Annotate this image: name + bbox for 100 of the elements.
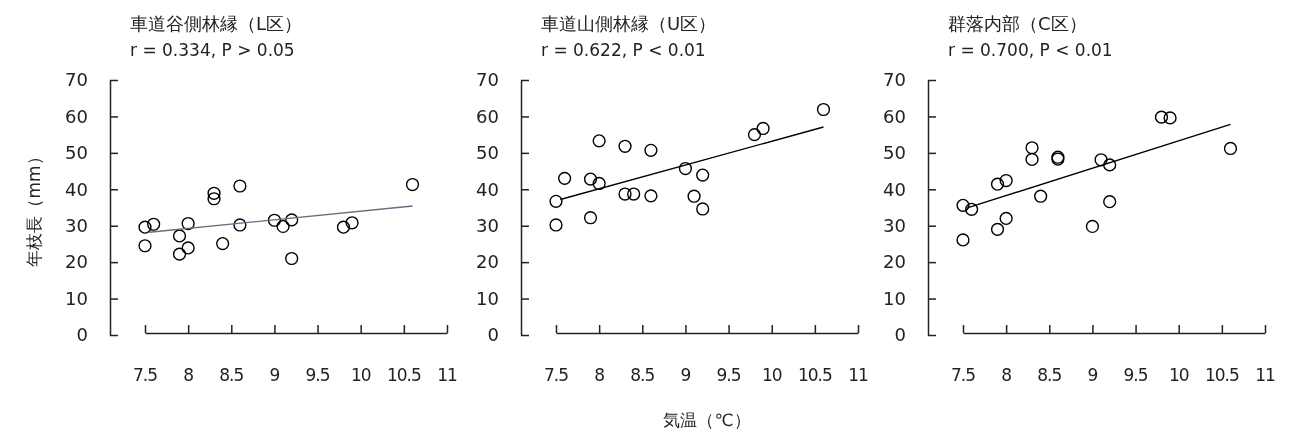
x-tick-label: 9: [680, 365, 691, 385]
point: [276, 219, 290, 234]
point: [696, 168, 710, 182]
point: [1103, 158, 1117, 172]
y-tick-label: 50: [883, 142, 906, 164]
point: [644, 143, 658, 157]
point: [285, 251, 299, 266]
chart-title: 群落内部（C区）: [948, 13, 1087, 34]
y-tick-label: 20: [65, 251, 88, 273]
x-tick-label: 8: [594, 365, 605, 385]
x-tick-label: 9: [1087, 365, 1098, 385]
x-tick-label: 11: [437, 365, 457, 385]
point: [172, 247, 187, 261]
point: [678, 161, 693, 176]
point: [1085, 219, 1100, 234]
point: [207, 186, 221, 200]
point: [181, 216, 195, 231]
y-tick-label: 70: [476, 69, 499, 91]
x-tick-label: 10: [761, 365, 782, 385]
point: [1094, 153, 1108, 167]
y-tick-label: 40: [476, 178, 499, 200]
point: [747, 128, 762, 142]
point: [990, 177, 1005, 191]
y-tick-label: 0: [76, 324, 88, 346]
x-tick-label: 8: [183, 365, 194, 385]
x-tick-label: 8.5: [630, 365, 655, 385]
point: [965, 202, 979, 216]
x-tick-label: 8: [1001, 365, 1012, 385]
point: [181, 241, 195, 255]
point: [644, 189, 658, 203]
x-tick-label: 7.5: [132, 365, 158, 385]
x-tick-label: 8.5: [1037, 365, 1062, 385]
point: [999, 173, 1013, 188]
x-tick-label: 8.5: [219, 365, 244, 385]
point: [216, 236, 230, 251]
point: [405, 177, 420, 192]
y-tick-label: 20: [476, 251, 499, 273]
point: [207, 192, 221, 206]
y-tick-label: 10: [65, 287, 88, 309]
y-tick-label: 50: [65, 142, 88, 164]
point: [1163, 111, 1177, 125]
y-tick-label: 60: [883, 105, 906, 127]
x-tick-label: 7.5: [950, 365, 976, 385]
point: [592, 176, 606, 191]
point: [233, 179, 247, 193]
y-tick-label: 20: [883, 251, 906, 273]
x-tick-label: 10.5: [797, 365, 832, 385]
point: [999, 211, 1013, 226]
point: [618, 139, 632, 153]
y-tick-label: 0: [487, 324, 499, 346]
y-tick-label: 30: [65, 215, 88, 237]
point: [956, 233, 970, 247]
x-tick-label: 9.5: [305, 365, 330, 385]
y-tick-label: 60: [476, 105, 499, 127]
y-tick-label: 30: [476, 215, 499, 237]
x-tick-label: 10: [1168, 365, 1189, 385]
x-tick-label: 7.5: [543, 365, 569, 385]
y-tick-label: 60: [65, 105, 88, 127]
x-tick-label: 9.5: [1123, 365, 1148, 385]
point: [1154, 110, 1169, 124]
x-tick-label: 10.5: [1204, 365, 1239, 385]
point: [549, 218, 563, 232]
point: [1034, 189, 1048, 203]
point: [233, 218, 247, 232]
point: [172, 229, 187, 243]
point: [687, 189, 701, 203]
chart-subtitle: r = 0.622, P < 0.01: [541, 40, 706, 60]
chart-subtitle: r = 0.700, P < 0.01: [948, 40, 1113, 60]
point: [558, 171, 572, 185]
point: [592, 134, 606, 148]
y-axis-title: 年枝長（mm）: [24, 148, 44, 267]
point: [618, 187, 632, 201]
x-tick-label: 10.5: [386, 365, 421, 385]
point: [1025, 141, 1039, 155]
x-tick-label: 11: [848, 365, 868, 385]
point: [816, 102, 831, 117]
point: [1103, 195, 1117, 209]
point: [990, 222, 1005, 236]
y-tick-label: 40: [883, 178, 906, 200]
y-tick-label: 0: [894, 324, 906, 346]
point: [627, 187, 641, 201]
point: [696, 202, 710, 216]
x-tick-label: 9.5: [716, 365, 741, 385]
x-tick-label: 10: [350, 365, 371, 385]
x-axis-title: 気温（℃）: [663, 410, 751, 430]
point: [583, 172, 598, 186]
chart-title: 車道谷側林縁（L区）: [130, 13, 303, 34]
chart-title: 車道山側林縁（U区）: [541, 13, 717, 34]
point: [1025, 152, 1039, 167]
y-tick-label: 10: [476, 287, 499, 309]
point: [138, 220, 152, 234]
y-tick-label: 40: [65, 178, 88, 200]
x-tick-label: 9: [269, 365, 280, 385]
y-tick-label: 70: [65, 69, 88, 91]
chart-subtitle: r = 0.334, P > 0.05: [130, 40, 295, 60]
point: [756, 121, 770, 136]
y-tick-label: 10: [883, 287, 906, 309]
point: [147, 217, 161, 231]
y-tick-label: 30: [883, 215, 906, 237]
x-tick-label: 11: [1255, 365, 1275, 385]
